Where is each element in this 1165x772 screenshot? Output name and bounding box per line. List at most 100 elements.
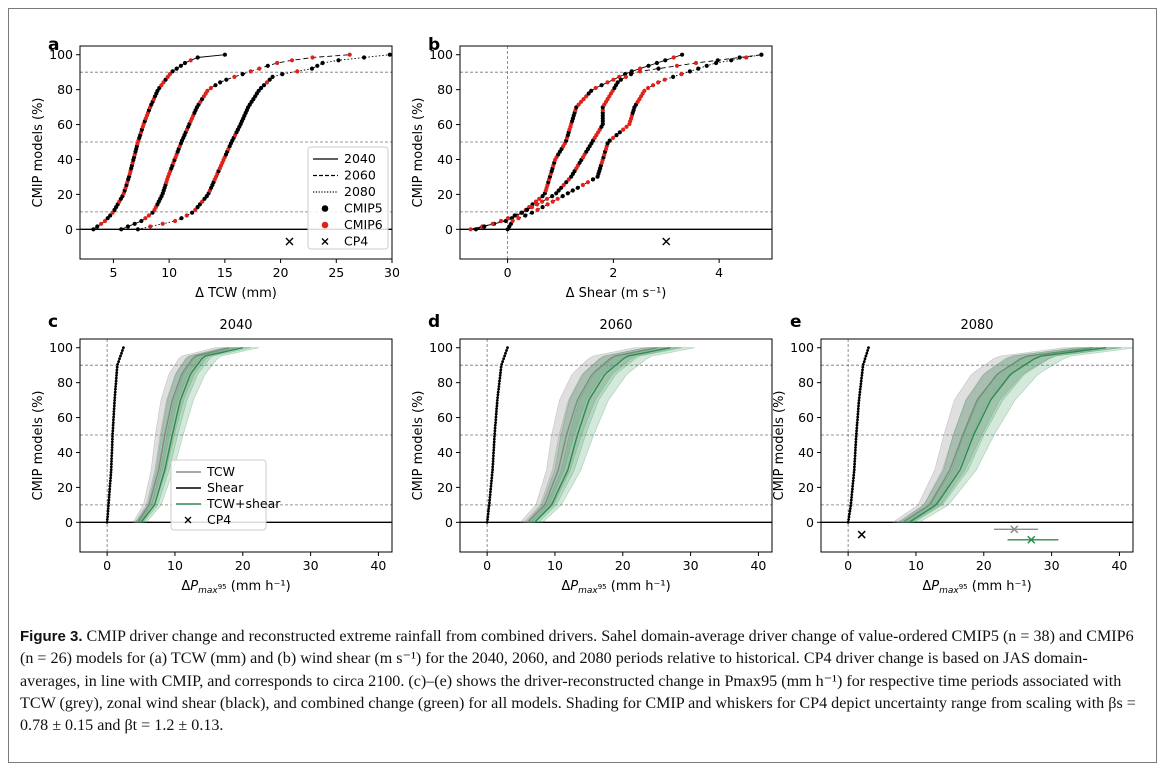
model-point xyxy=(593,85,598,91)
model-point xyxy=(265,63,270,68)
plot-area xyxy=(468,52,764,232)
y-tick-label: 40 xyxy=(57,152,73,167)
model-point xyxy=(863,357,867,361)
model-point xyxy=(132,221,137,226)
model-point xyxy=(865,351,869,355)
panel-label: d xyxy=(428,312,440,332)
model-point xyxy=(492,448,496,452)
y-axis-label: CMIP models (%) xyxy=(31,391,46,501)
model-point xyxy=(704,63,709,68)
model-point xyxy=(494,415,498,419)
model-point xyxy=(160,221,165,226)
model-point xyxy=(848,509,852,513)
cp4-marker xyxy=(662,237,671,246)
legend-label: TCW+shear xyxy=(206,496,281,511)
model-point xyxy=(108,213,113,218)
model-point xyxy=(584,94,589,99)
model-point xyxy=(496,390,500,394)
legend-label: 2040 xyxy=(344,151,376,166)
model-point xyxy=(662,77,667,82)
model-point xyxy=(858,393,861,397)
model-point xyxy=(687,69,693,74)
x-tick-label: 15 xyxy=(217,265,233,280)
model-point xyxy=(853,454,857,458)
model-point xyxy=(505,349,508,352)
model-point xyxy=(112,415,115,419)
model-point xyxy=(485,520,489,524)
model-point xyxy=(494,418,498,422)
model-point xyxy=(280,72,285,77)
model-point xyxy=(498,379,501,383)
model-point xyxy=(497,385,501,388)
model-point xyxy=(566,177,571,182)
x-tick-label: 20 xyxy=(976,558,992,573)
cp4-marker-TCW xyxy=(1010,525,1019,534)
model-point xyxy=(849,501,853,505)
model-point xyxy=(114,382,118,386)
model-point xyxy=(107,498,111,502)
y-tick-label: 100 xyxy=(429,340,453,355)
x-tick-label: 10 xyxy=(908,558,924,573)
model-point xyxy=(492,437,496,441)
model-point xyxy=(139,218,144,224)
model-point xyxy=(256,88,261,93)
model-point xyxy=(190,210,195,215)
model-point xyxy=(585,180,591,185)
model-point xyxy=(855,421,859,424)
model-point xyxy=(232,74,237,79)
model-point xyxy=(95,224,100,229)
model-point xyxy=(115,365,119,369)
uncertainty-band-TCW xyxy=(896,347,1107,523)
y-tick-label: 0 xyxy=(65,515,73,530)
legend-label: CMIP6 xyxy=(344,217,383,232)
model-point xyxy=(143,216,148,221)
model-point xyxy=(848,512,851,516)
model-point xyxy=(114,387,117,391)
x-tick-label: 20 xyxy=(273,265,289,280)
model-point xyxy=(473,227,478,232)
model-point xyxy=(105,520,109,524)
model-point xyxy=(167,72,172,77)
model-point xyxy=(91,227,96,232)
model-point xyxy=(628,72,634,77)
model-point xyxy=(495,407,498,411)
plot-area xyxy=(846,346,1133,524)
model-point xyxy=(110,462,113,466)
y-axis-label: CMIP models (%) xyxy=(772,391,787,501)
model-point xyxy=(486,518,489,521)
y-axis-label: CMIP models (%) xyxy=(411,98,426,208)
model-point xyxy=(859,385,862,388)
plot-area xyxy=(105,346,260,524)
y-tick-label: 80 xyxy=(437,375,453,390)
model-point xyxy=(115,371,119,375)
model-point xyxy=(320,60,325,66)
model-point xyxy=(671,74,676,79)
model-point xyxy=(178,63,183,68)
model-point xyxy=(857,401,861,405)
model-point xyxy=(310,55,315,60)
model-point xyxy=(107,496,111,499)
model-point xyxy=(184,213,189,218)
x-tick-label: 40 xyxy=(370,558,386,573)
model-point xyxy=(854,435,858,438)
model-point xyxy=(493,423,497,427)
model-point xyxy=(846,520,850,524)
model-point xyxy=(850,490,854,494)
model-point xyxy=(590,177,596,182)
model-point xyxy=(114,385,117,388)
model-point xyxy=(492,451,495,455)
model-point xyxy=(289,58,295,63)
model-point xyxy=(540,205,545,210)
model-point xyxy=(565,191,570,196)
model-point xyxy=(115,368,119,372)
x-tick-label: 0 xyxy=(103,558,111,573)
legend-label: CP4 xyxy=(207,512,231,527)
model-point xyxy=(270,74,275,79)
model-point xyxy=(122,346,125,350)
model-point xyxy=(259,85,264,91)
panel-title: 2080 xyxy=(960,318,993,333)
model-point xyxy=(261,83,267,88)
model-point xyxy=(111,423,115,427)
legend-swatch xyxy=(321,221,329,229)
